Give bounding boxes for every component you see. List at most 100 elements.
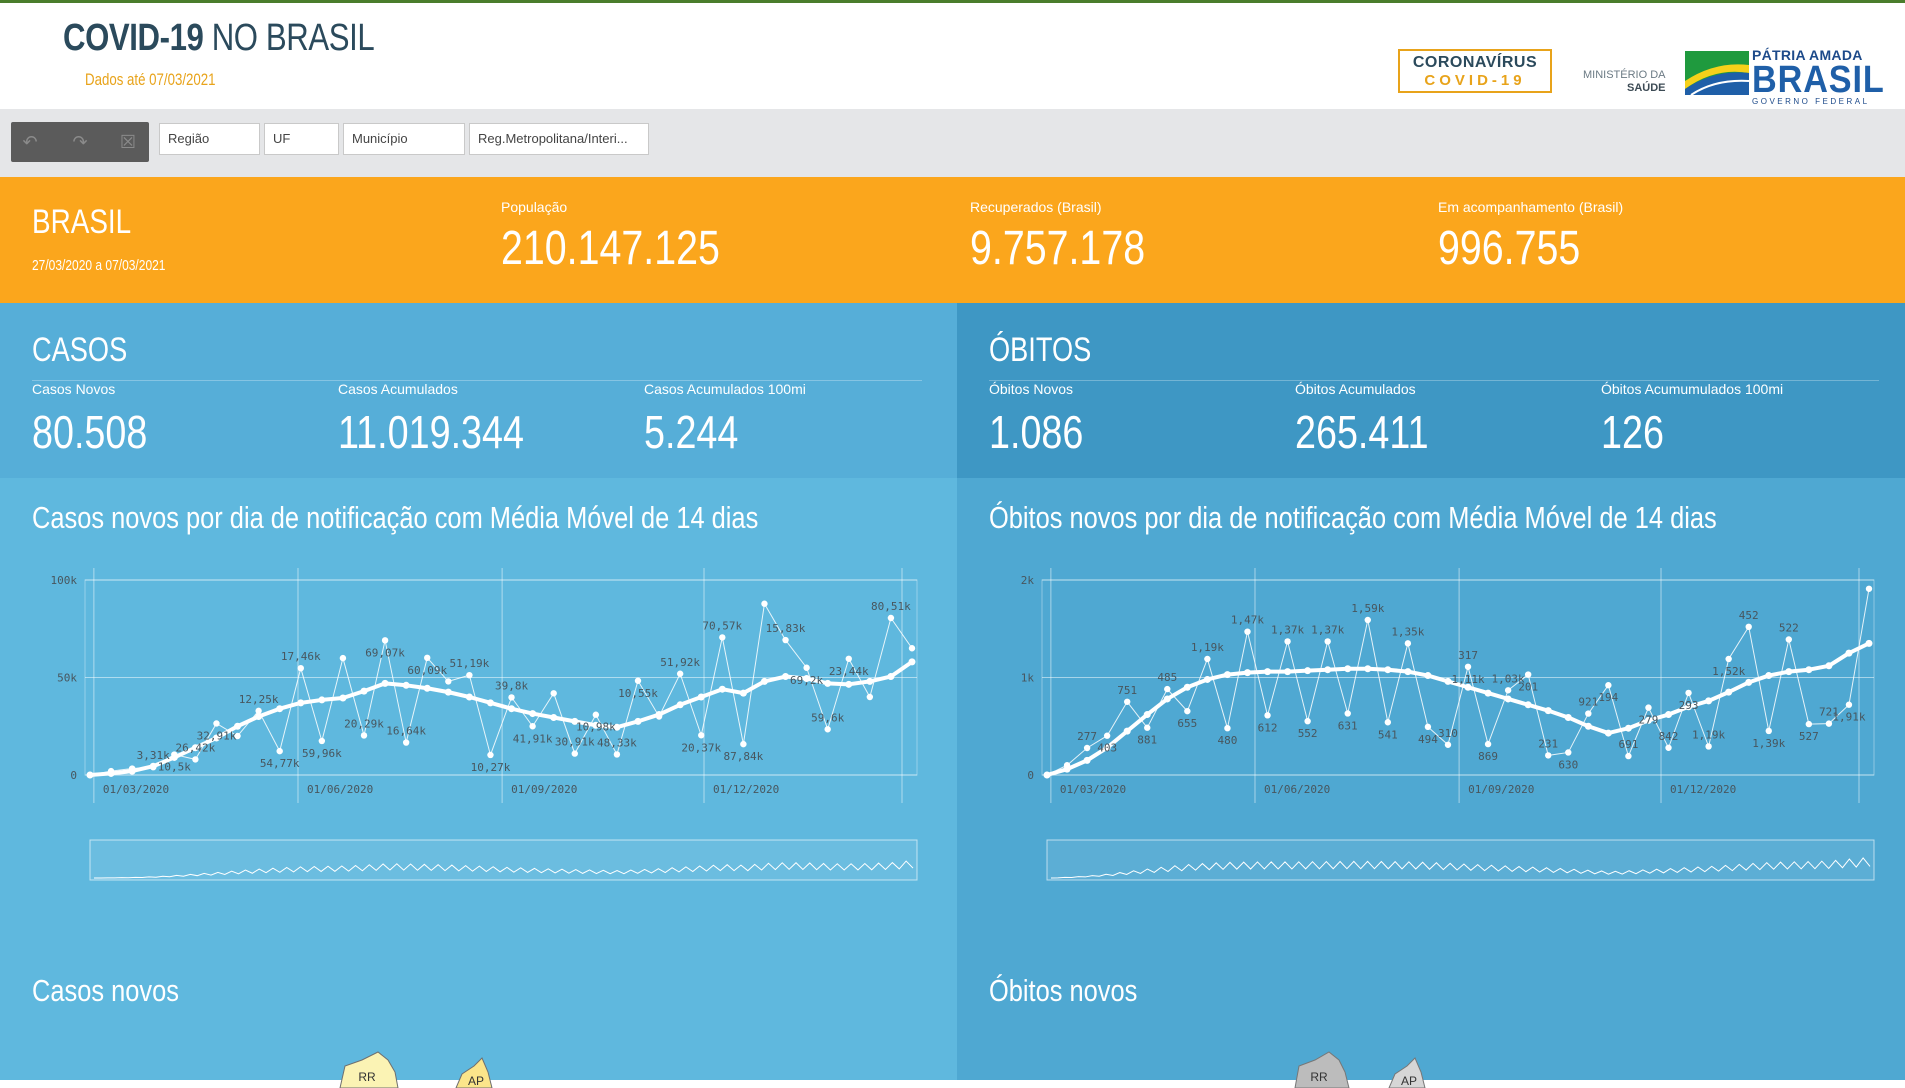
daily-point[interactable] bbox=[1144, 724, 1151, 731]
moving-average-point[interactable] bbox=[360, 687, 368, 695]
moving-average-point[interactable] bbox=[508, 705, 516, 713]
moving-average-point[interactable] bbox=[1644, 716, 1652, 724]
daily-point[interactable] bbox=[487, 751, 494, 759]
daily-point[interactable] bbox=[1184, 707, 1191, 715]
moving-average-point[interactable] bbox=[1304, 667, 1312, 675]
daily-point[interactable] bbox=[1845, 701, 1853, 708]
moving-average-point[interactable] bbox=[234, 722, 242, 730]
moving-average-point[interactable] bbox=[1624, 724, 1632, 732]
moving-average-point[interactable] bbox=[824, 679, 832, 687]
daily-point[interactable] bbox=[1585, 710, 1592, 717]
daily-point[interactable] bbox=[824, 726, 831, 733]
daily-point[interactable] bbox=[908, 645, 916, 652]
daily-point[interactable] bbox=[297, 664, 304, 672]
moving-average-point[interactable] bbox=[381, 679, 389, 687]
moving-average-point[interactable] bbox=[1604, 729, 1612, 737]
daily-point[interactable] bbox=[1164, 685, 1171, 693]
moving-average-point[interactable] bbox=[191, 744, 199, 752]
moving-average-point[interactable] bbox=[1243, 669, 1251, 677]
daily-point[interactable] bbox=[740, 740, 747, 748]
moving-average-point[interactable] bbox=[1183, 683, 1191, 691]
moving-average-point[interactable] bbox=[1264, 668, 1272, 676]
moving-average-point[interactable] bbox=[676, 701, 684, 709]
daily-point[interactable] bbox=[402, 739, 410, 746]
moving-average-point[interactable] bbox=[866, 677, 874, 685]
daily-point[interactable] bbox=[508, 694, 515, 701]
moving-average-point[interactable] bbox=[423, 684, 431, 692]
daily-point[interactable] bbox=[1805, 720, 1813, 728]
daily-point[interactable] bbox=[1384, 719, 1392, 726]
daily-point[interactable] bbox=[1665, 744, 1672, 751]
moving-average-point[interactable] bbox=[107, 769, 115, 777]
daily-point[interactable] bbox=[339, 654, 347, 662]
moving-average-point[interactable] bbox=[1384, 666, 1392, 674]
moving-average-point[interactable] bbox=[86, 771, 94, 779]
daily-point[interactable] bbox=[761, 600, 768, 607]
daily-point[interactable] bbox=[1605, 682, 1612, 689]
moving-average-point[interactable] bbox=[1364, 665, 1372, 673]
moving-average-point[interactable] bbox=[212, 734, 220, 742]
moving-average-point[interactable] bbox=[529, 710, 537, 718]
moving-average-point[interactable] bbox=[1685, 703, 1693, 711]
range-navigator[interactable] bbox=[1046, 839, 1875, 881]
moving-average-point[interactable] bbox=[486, 699, 494, 707]
moving-average-point[interactable] bbox=[1845, 649, 1853, 657]
moving-average-point[interactable] bbox=[1584, 722, 1592, 730]
daily-point[interactable] bbox=[1244, 628, 1251, 635]
daily-point[interactable] bbox=[1444, 741, 1452, 748]
daily-point[interactable] bbox=[592, 711, 600, 718]
daily-point[interactable] bbox=[1645, 704, 1652, 711]
daily-point[interactable] bbox=[571, 750, 578, 757]
moving-average-point[interactable] bbox=[1464, 683, 1472, 691]
daily-point[interactable] bbox=[1344, 710, 1351, 717]
moving-average-point[interactable] bbox=[782, 673, 790, 681]
daily-point[interactable] bbox=[634, 677, 642, 684]
moving-average-point[interactable] bbox=[613, 723, 621, 731]
moving-average-point[interactable] bbox=[803, 674, 811, 682]
filter-municipio[interactable]: Município bbox=[343, 123, 465, 155]
daily-point[interactable] bbox=[360, 732, 368, 739]
daily-point[interactable] bbox=[1324, 638, 1331, 645]
daily-point[interactable] bbox=[234, 732, 241, 740]
daily-point[interactable] bbox=[1264, 712, 1271, 719]
daily-point[interactable] bbox=[445, 678, 452, 685]
moving-average-point[interactable] bbox=[592, 721, 600, 729]
daily-point[interactable] bbox=[1685, 689, 1692, 697]
daily-point[interactable] bbox=[1625, 752, 1632, 760]
daily-point[interactable] bbox=[1304, 717, 1311, 725]
moving-average-point[interactable] bbox=[1705, 697, 1713, 705]
filter-uf[interactable]: UF bbox=[264, 123, 339, 155]
moving-average-point[interactable] bbox=[718, 685, 726, 693]
obitos-map[interactable]: RR AP bbox=[957, 1048, 1905, 1088]
daily-point[interactable] bbox=[381, 637, 389, 644]
daily-point[interactable] bbox=[1825, 720, 1833, 727]
moving-average-point[interactable] bbox=[1665, 711, 1673, 719]
daily-point[interactable] bbox=[803, 664, 810, 671]
daily-point[interactable] bbox=[1785, 636, 1793, 643]
obitos-chart[interactable]: 0 1k 2k 01/03/2020 01/06/2020 01/09/2020 01/12… bbox=[957, 550, 1905, 970]
moving-average-point[interactable] bbox=[276, 705, 284, 713]
moving-average-point[interactable] bbox=[1123, 727, 1131, 735]
moving-average-point[interactable] bbox=[465, 693, 473, 701]
daily-point[interactable] bbox=[1464, 663, 1472, 670]
daily-point[interactable] bbox=[719, 634, 726, 641]
daily-point[interactable] bbox=[866, 693, 874, 701]
undo-selection-icon[interactable]: ↶ bbox=[22, 132, 38, 152]
moving-average-point[interactable] bbox=[550, 713, 558, 721]
moving-average-point[interactable] bbox=[1564, 713, 1572, 721]
moving-average-point[interactable] bbox=[1083, 756, 1091, 764]
moving-average-point[interactable] bbox=[739, 689, 747, 697]
moving-average-point[interactable] bbox=[697, 693, 705, 701]
moving-average-point[interactable] bbox=[128, 767, 136, 775]
daily-point[interactable] bbox=[192, 756, 199, 763]
moving-average-point[interactable] bbox=[1544, 707, 1552, 715]
moving-average-point[interactable] bbox=[1765, 672, 1773, 680]
daily-point[interactable] bbox=[1424, 723, 1432, 731]
moving-average-point[interactable] bbox=[1504, 695, 1512, 703]
moving-average-point[interactable] bbox=[1745, 678, 1753, 686]
daily-point[interactable] bbox=[550, 690, 557, 697]
daily-point[interactable] bbox=[845, 655, 852, 662]
daily-point[interactable] bbox=[466, 671, 473, 679]
moving-average-point[interactable] bbox=[1203, 675, 1211, 683]
moving-average-point[interactable] bbox=[255, 713, 263, 720]
